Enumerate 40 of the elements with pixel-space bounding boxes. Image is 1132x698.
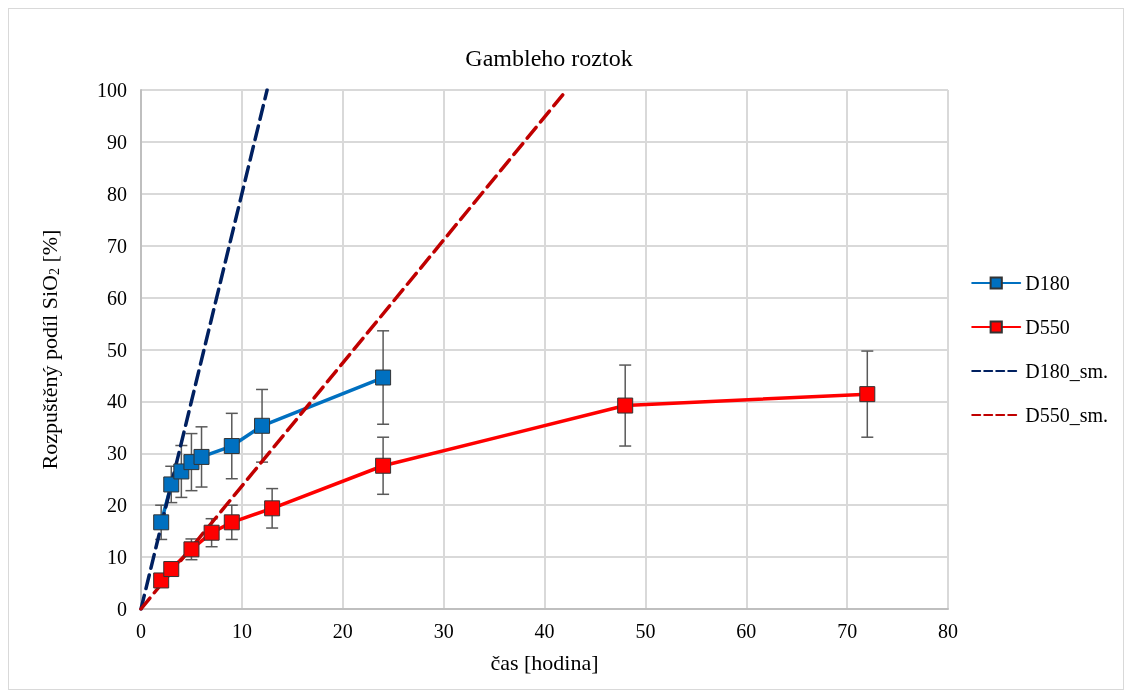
point — [153, 514, 170, 531]
y-tick-label: 30 — [107, 442, 127, 465]
y-tick-label: 70 — [107, 234, 127, 257]
legend-label: D550 — [1025, 316, 1070, 338]
point — [617, 397, 634, 414]
x-tick-label: 20 — [332, 620, 353, 642]
legend-label: D550_sm. — [1025, 404, 1109, 426]
point — [264, 500, 281, 517]
y-tick-label: 20 — [107, 494, 127, 517]
point — [254, 417, 271, 434]
x-tick-label: 80 — [938, 620, 958, 642]
legend-label: D180 — [1025, 272, 1070, 294]
point — [223, 514, 240, 531]
point — [193, 448, 210, 465]
y-tick-label: 0 — [117, 598, 127, 620]
point — [223, 438, 240, 455]
y-axis-title: Rozpuštěný podíl SiO2 [%] — [36, 229, 62, 470]
point — [203, 524, 220, 541]
y-tick-label: 10 — [107, 546, 127, 569]
x-tick-label: 0 — [136, 620, 146, 642]
point — [859, 386, 876, 403]
x-tick-label: 60 — [736, 620, 757, 642]
y-tick-label: 40 — [107, 390, 127, 413]
y-tick-label: 90 — [107, 130, 127, 153]
x-tick-label: 40 — [534, 620, 555, 642]
legend-label: D180_sm. — [1025, 360, 1109, 382]
y-tick-label: 80 — [107, 182, 127, 205]
x-tick-label: 50 — [635, 620, 656, 642]
chart-title: Gambleho roztok — [465, 45, 633, 71]
x-tick-label: 10 — [231, 620, 252, 642]
x-tick-label: 30 — [433, 620, 454, 642]
y-tick-label: 60 — [107, 286, 127, 309]
y-tick-label: 50 — [107, 338, 127, 361]
x-axis-title: čas [hodina] — [490, 649, 599, 675]
point — [375, 369, 392, 386]
point — [375, 457, 392, 474]
y-tick-label: 100 — [97, 79, 127, 101]
x-tick-label: 70 — [837, 620, 858, 642]
point — [163, 561, 180, 578]
point — [163, 476, 180, 493]
